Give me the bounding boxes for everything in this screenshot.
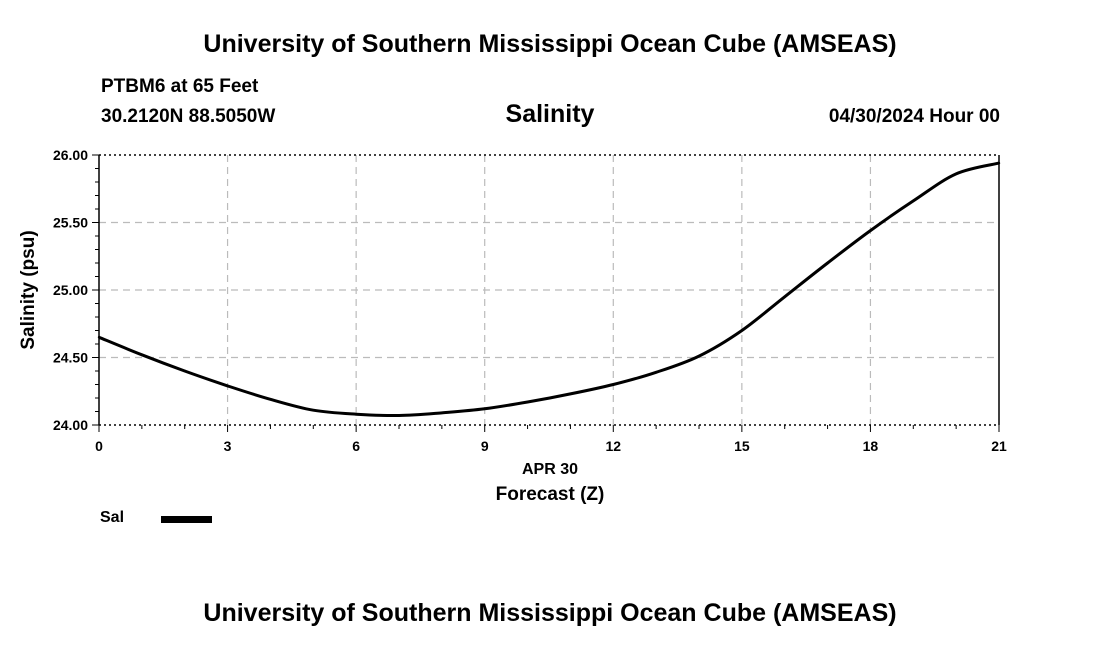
forecast-datetime: 04/30/2024 Hour 00	[828, 106, 1000, 127]
x-tick-label: 21	[991, 438, 1007, 454]
salinity-data-point	[440, 411, 444, 415]
x-tick-label: 0	[95, 438, 103, 454]
salinity-data-point	[226, 384, 229, 388]
salinity-data-point	[354, 413, 358, 416]
series-layer	[97, 161, 1001, 418]
grid-layer	[99, 155, 999, 425]
x-axis-date-label: APR 30	[522, 461, 578, 478]
x-axis-title: Forecast (Z)	[496, 484, 605, 505]
x-tick-label: 18	[863, 438, 879, 454]
salinity-data-point	[483, 407, 486, 410]
x-tick-label: 9	[481, 438, 489, 454]
y-tick-label: 25.50	[53, 215, 88, 231]
salinity-data-point	[97, 336, 101, 339]
salinity-data-point	[869, 229, 872, 232]
salinity-data-point	[397, 414, 401, 417]
salinity-data-point	[312, 408, 315, 412]
legend-line-swatch	[161, 516, 212, 523]
chart-title: Salinity	[505, 100, 595, 128]
x-tick-label: 6	[352, 438, 360, 454]
salinity-data-point	[612, 383, 615, 386]
salinity-data-point	[569, 392, 572, 396]
x-tick-label: 15	[734, 438, 750, 454]
salinity-data-point	[740, 329, 744, 332]
salinity-data-point	[269, 398, 272, 401]
salinity-series-line	[98, 161, 1000, 418]
label-layer: 24.00 24.50 25.00 25.50 26.00 0 3 6 9 12 15 18 21 APR…	[18, 147, 1007, 505]
y-tick-label: 24.50	[53, 350, 88, 366]
salinity-data-point	[140, 353, 144, 356]
axes-layer	[92, 154, 1000, 432]
y-axis-title: Salinity (psu)	[18, 230, 39, 349]
page-title: University of Southern Mississippi Ocean…	[203, 30, 897, 58]
salinity-data-point	[912, 199, 915, 203]
y-tick-label: 26.00	[53, 147, 88, 163]
station-coordinates: 30.2120N 88.5050W	[101, 106, 276, 127]
salinity-data-point	[654, 371, 658, 374]
salinity-data-point	[526, 400, 529, 404]
salinity-data-point	[783, 295, 786, 298]
footer-title: University of Southern Mississippi Ocean…	[203, 599, 897, 627]
salinity-data-point	[183, 369, 186, 373]
x-tick-label: 3	[224, 438, 232, 454]
salinity-data-point	[826, 261, 829, 265]
x-tick-label: 12	[605, 438, 621, 454]
salinity-data-point	[954, 172, 958, 176]
legend-label: Sal	[100, 509, 125, 526]
y-tick-label: 25.00	[53, 282, 88, 298]
y-tick-label: 24.00	[53, 417, 88, 433]
salinity-data-point	[697, 354, 701, 358]
salinity-data-point	[997, 161, 1001, 165]
station-label: PTBM6 at 65 Feet	[101, 76, 259, 97]
